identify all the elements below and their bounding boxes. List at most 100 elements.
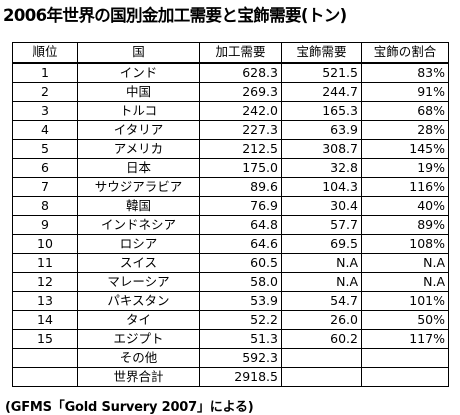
jewelry-cell: 54.7 bbox=[281, 291, 362, 311]
share-cell: 68% bbox=[361, 101, 449, 121]
rank-cell bbox=[12, 367, 78, 387]
empty-cell bbox=[361, 367, 449, 387]
share-cell: 116% bbox=[361, 177, 449, 197]
jewelry-cell: 521.5 bbox=[281, 62, 362, 83]
fabrication-cell: 64.6 bbox=[199, 234, 282, 254]
table-row: 6 日本 175.0 32.8 19% bbox=[12, 158, 449, 178]
column-header-country: 国 bbox=[77, 42, 200, 64]
share-cell: 117% bbox=[361, 329, 449, 349]
others-fabrication: 592.3 bbox=[199, 348, 282, 368]
rank-cell: 7 bbox=[12, 177, 78, 197]
table-row: 14 タイ 52.2 26.0 50% bbox=[12, 310, 449, 330]
share-cell: 19% bbox=[361, 158, 449, 178]
jewelry-cell: N.A bbox=[281, 253, 362, 273]
others-row: その他 592.3 bbox=[12, 348, 449, 368]
share-cell: 50% bbox=[361, 310, 449, 330]
rank-cell: 4 bbox=[12, 120, 78, 140]
rank-cell: 3 bbox=[12, 101, 78, 121]
country-cell: インドネシア bbox=[77, 215, 200, 235]
jewelry-cell: 57.7 bbox=[281, 215, 362, 235]
rank-cell: 10 bbox=[12, 234, 78, 254]
fabrication-cell: 212.5 bbox=[199, 139, 282, 159]
header-row: 順位 国 加工需要 宝飾需要 宝飾の割合 bbox=[12, 42, 449, 64]
country-cell: 韓国 bbox=[77, 196, 200, 216]
country-cell: マレーシア bbox=[77, 272, 200, 292]
jewelry-cell: 244.7 bbox=[281, 82, 362, 102]
country-cell: ロシア bbox=[77, 234, 200, 254]
rank-cell: 6 bbox=[12, 158, 78, 178]
rank-cell: 1 bbox=[12, 62, 78, 83]
share-cell: 28% bbox=[361, 120, 449, 140]
country-cell: インド bbox=[77, 62, 200, 83]
empty-cell bbox=[361, 348, 449, 368]
column-header-fabrication: 加工需要 bbox=[199, 42, 282, 64]
table-row: 4 イタリア 227.3 63.9 28% bbox=[12, 120, 449, 140]
country-cell: イタリア bbox=[77, 120, 200, 140]
rank-cell bbox=[12, 348, 78, 368]
fabrication-cell: 58.0 bbox=[199, 272, 282, 292]
country-cell: 中国 bbox=[77, 82, 200, 102]
table-row: 2 中国 269.3 244.7 91% bbox=[12, 82, 449, 102]
column-header-share: 宝飾の割合 bbox=[361, 42, 449, 64]
total-row: 世界合計 2918.5 bbox=[12, 367, 449, 387]
table-row: 13 パキスタン 53.9 54.7 101% bbox=[12, 291, 449, 311]
table-row: 10 ロシア 64.6 69.5 108% bbox=[12, 234, 449, 254]
fabrication-cell: 51.3 bbox=[199, 329, 282, 349]
fabrication-cell: 64.8 bbox=[199, 215, 282, 235]
jewelry-cell: 32.8 bbox=[281, 158, 362, 178]
country-cell: サウジアラビア bbox=[77, 177, 200, 197]
empty-cell bbox=[281, 348, 362, 368]
jewelry-cell: 69.5 bbox=[281, 234, 362, 254]
rank-cell: 15 bbox=[12, 329, 78, 349]
country-cell: パキスタン bbox=[77, 291, 200, 311]
rank-cell: 2 bbox=[12, 82, 78, 102]
rank-cell: 8 bbox=[12, 196, 78, 216]
jewelry-cell: 26.0 bbox=[281, 310, 362, 330]
gold-demand-table: 順位 国 加工需要 宝飾需要 宝飾の割合 1 インド 628.3 521.5 83% 2 中… bbox=[12, 42, 449, 387]
table-row: 12 マレーシア 58.0 N.A N.A bbox=[12, 272, 449, 292]
jewelry-cell: N.A bbox=[281, 272, 362, 292]
table-row: 1 インド 628.3 521.5 83% bbox=[12, 62, 449, 83]
source-note: (GFMS「Gold Survery 2007」による) bbox=[5, 400, 254, 415]
share-cell: N.A bbox=[361, 272, 449, 292]
fabrication-cell: 60.5 bbox=[199, 253, 282, 273]
share-cell: 108% bbox=[361, 234, 449, 254]
jewelry-cell: 104.3 bbox=[281, 177, 362, 197]
rank-cell: 12 bbox=[12, 272, 78, 292]
rank-cell: 5 bbox=[12, 139, 78, 159]
column-header-jewelry: 宝飾需要 bbox=[281, 42, 362, 64]
rank-cell: 11 bbox=[12, 253, 78, 273]
table-row: 7 サウジアラビア 89.6 104.3 116% bbox=[12, 177, 449, 197]
fabrication-cell: 269.3 bbox=[199, 82, 282, 102]
total-fabrication: 2918.5 bbox=[199, 367, 282, 387]
column-header-rank: 順位 bbox=[12, 42, 78, 64]
fabrication-cell: 53.9 bbox=[199, 291, 282, 311]
share-cell: 145% bbox=[361, 139, 449, 159]
jewelry-cell: 165.3 bbox=[281, 101, 362, 121]
share-cell: 101% bbox=[361, 291, 449, 311]
rank-cell: 14 bbox=[12, 310, 78, 330]
jewelry-cell: 30.4 bbox=[281, 196, 362, 216]
total-label: 世界合計 bbox=[77, 367, 200, 387]
table-row: 3 トルコ 242.0 165.3 68% bbox=[12, 101, 449, 121]
table-row: 9 インドネシア 64.8 57.7 89% bbox=[12, 215, 449, 235]
country-cell: 日本 bbox=[77, 158, 200, 178]
fabrication-cell: 89.6 bbox=[199, 177, 282, 197]
share-cell: 83% bbox=[361, 62, 449, 83]
share-cell: 89% bbox=[361, 215, 449, 235]
fabrication-cell: 242.0 bbox=[199, 101, 282, 121]
table-row: 11 スイス 60.5 N.A N.A bbox=[12, 253, 449, 273]
country-cell: タイ bbox=[77, 310, 200, 330]
share-cell: N.A bbox=[361, 253, 449, 273]
jewelry-cell: 308.7 bbox=[281, 139, 362, 159]
country-cell: アメリカ bbox=[77, 139, 200, 159]
table-row: 5 アメリカ 212.5 308.7 145% bbox=[12, 139, 449, 159]
fabrication-cell: 52.2 bbox=[199, 310, 282, 330]
table-row: 15 エジプト 51.3 60.2 117% bbox=[12, 329, 449, 349]
others-label: その他 bbox=[77, 348, 200, 368]
jewelry-cell: 63.9 bbox=[281, 120, 362, 140]
jewelry-cell: 60.2 bbox=[281, 329, 362, 349]
fabrication-cell: 227.3 bbox=[199, 120, 282, 140]
rank-cell: 13 bbox=[12, 291, 78, 311]
country-cell: トルコ bbox=[77, 101, 200, 121]
